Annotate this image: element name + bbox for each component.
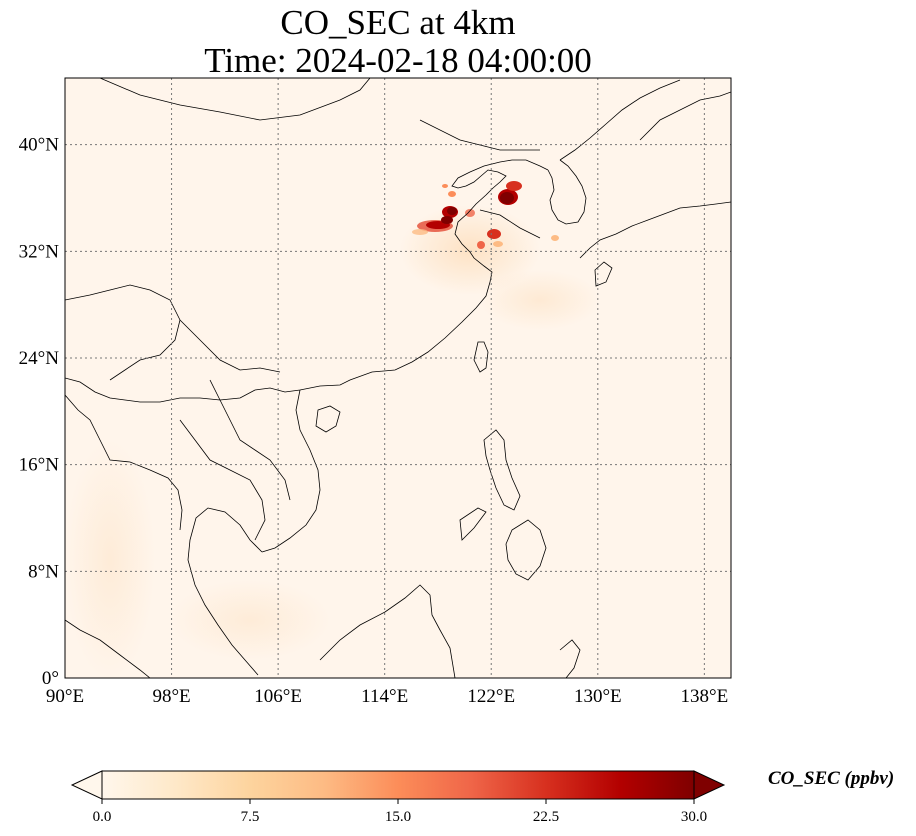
coastlines xyxy=(65,78,731,678)
colorbar-tick-label: 22.5 xyxy=(533,809,559,825)
colorbar-gradient xyxy=(101,770,695,800)
plume-haze xyxy=(170,580,330,660)
colorbar-extend-min xyxy=(70,770,103,800)
longitude-tick-label: 138°E xyxy=(681,686,729,707)
longitude-tick-label: 98°E xyxy=(152,686,190,707)
colorbar-tick-label: 15.0 xyxy=(385,809,411,825)
longitude-tick-label: 114°E xyxy=(361,686,408,707)
colorbar-extend-max xyxy=(693,770,726,800)
longitude-tick-label: 130°E xyxy=(574,686,622,707)
latitude-tick-label: 40°N xyxy=(19,135,60,156)
latitude-tick-label: 24°N xyxy=(19,348,60,369)
map-title: CO_SEC at 4km xyxy=(280,3,516,42)
colorbar-label: CO_SEC (ppbv) xyxy=(768,768,895,789)
colorbar-tick-label: 7.5 xyxy=(241,809,260,825)
longitude-tick-labels: 90°E 98°E 106°E 114°E 122°E 130°E 138°E xyxy=(46,686,728,707)
map-subtitle-time: Time: 2024-02-18 04:00:00 xyxy=(204,41,592,80)
colorbar-tick-label: 0.0 xyxy=(93,809,112,825)
plume-haze xyxy=(480,270,600,330)
latitude-tick-label: 8°N xyxy=(28,561,59,582)
longitude-tick-label: 106°E xyxy=(254,686,302,707)
longitude-tick-label: 122°E xyxy=(467,686,515,707)
latitude-tick-labels: 0° 8°N 16°N 24°N 32°N 40°N xyxy=(19,135,60,689)
concentration-field xyxy=(65,78,731,678)
plume-hotspots xyxy=(412,181,559,249)
latitude-tick-label: 32°N xyxy=(19,241,60,262)
gridlines xyxy=(65,78,731,678)
latitude-tick-label: 16°N xyxy=(19,455,60,476)
colorbar-tick-label: 30.0 xyxy=(681,809,707,825)
latitude-tick-label: 0° xyxy=(42,668,59,689)
map-frame xyxy=(64,77,732,679)
longitude-tick-label: 90°E xyxy=(46,686,84,707)
colorbar: 0.0 7.5 15.0 22.5 30.0 xyxy=(70,770,726,825)
plume-haze xyxy=(65,440,155,678)
